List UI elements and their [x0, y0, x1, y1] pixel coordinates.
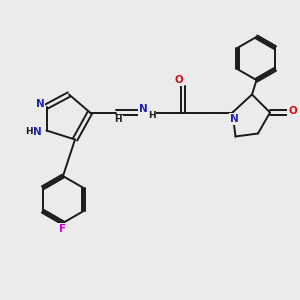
- Text: N: N: [35, 99, 44, 109]
- Text: N: N: [32, 127, 41, 137]
- Text: F: F: [59, 224, 67, 235]
- Text: O: O: [288, 106, 297, 116]
- Text: O: O: [174, 75, 183, 85]
- Text: N: N: [139, 104, 148, 115]
- Text: N: N: [230, 114, 238, 124]
- Text: H: H: [114, 116, 122, 124]
- Text: H: H: [148, 111, 155, 120]
- Text: H: H: [25, 128, 32, 136]
